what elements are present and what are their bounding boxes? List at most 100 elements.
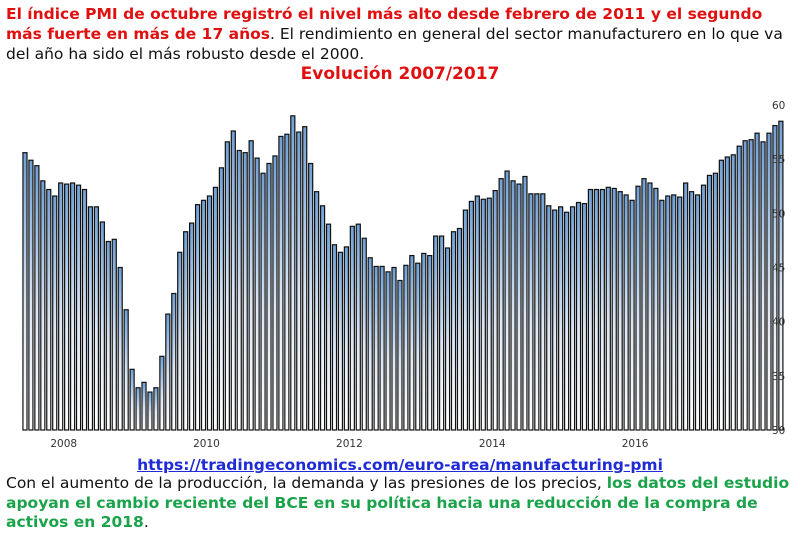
pmi-bar [456, 227, 463, 431]
pmi-bar [587, 188, 594, 431]
pmi-bar [331, 244, 338, 431]
pmi-bar [373, 265, 379, 431]
pmi-bar [665, 195, 671, 431]
pmi-bar [230, 130, 236, 431]
pmi-bar [611, 187, 617, 431]
pmi-bar [183, 231, 189, 431]
pmi-bar [165, 313, 171, 431]
pmi-bar [415, 262, 421, 431]
pmi-bar [688, 191, 695, 431]
y-tick-label: 45 [772, 263, 785, 275]
pmi-bar [302, 126, 308, 431]
pmi-bar [724, 156, 730, 431]
pmi-bar [659, 199, 665, 431]
pmi-bar [492, 189, 498, 431]
pmi-bar [433, 235, 439, 431]
pmi-bar [218, 167, 225, 431]
pmi-bar [593, 188, 599, 431]
pmi-bar [558, 206, 564, 431]
pmi-bar [159, 355, 165, 431]
pmi-bar [569, 206, 576, 431]
x-tick-label: 2016 [622, 438, 649, 450]
pmi-bar [81, 188, 88, 431]
y-tick-label: 30 [772, 425, 785, 437]
pmi-bar [403, 264, 409, 431]
pmi-bar [361, 237, 367, 431]
pmi-bar [694, 194, 701, 431]
pmi-bar [28, 159, 34, 431]
pmi-bar [236, 149, 242, 431]
pmi-bar [111, 238, 117, 431]
pmi-bar [552, 209, 558, 431]
pmi-bar [177, 251, 183, 431]
pmi-bar [325, 223, 332, 431]
pmi-bar [468, 200, 475, 431]
pmi-bar [105, 240, 111, 431]
pmi-bar [736, 145, 742, 431]
pmi-bar [290, 115, 296, 431]
x-axis: 2008 2010 2012 2014 2016 [50, 438, 648, 450]
y-tick-label: 60 [772, 100, 785, 112]
y-axis: 30 35 40 45 50 55 60 [772, 100, 785, 437]
pmi-bar [254, 157, 260, 431]
x-tick-label: 2010 [193, 438, 220, 450]
pmi-bar [224, 141, 230, 431]
pmi-bar [391, 266, 397, 431]
pmi-bar [123, 309, 129, 431]
outro-highlight: los datos del estudio apoyan el cambio r… [6, 474, 790, 531]
x-tick-label: 2014 [479, 438, 506, 450]
pmi-bar [706, 174, 713, 431]
pmi-bar [129, 368, 135, 431]
pmi-bar [206, 195, 213, 431]
pmi-bar [510, 180, 516, 431]
pmi-bar [766, 132, 772, 431]
pmi-bar [135, 387, 141, 431]
pmi-bar [450, 231, 457, 431]
pmi-bar [385, 271, 391, 431]
pmi-bar [349, 225, 355, 431]
pmi-bar [248, 140, 254, 431]
pmi-bar [605, 186, 611, 431]
pmi-bar [75, 184, 82, 431]
pmi-bar [575, 201, 582, 431]
pmi-bar [34, 165, 40, 431]
pmi-bar [171, 292, 177, 431]
pmi-bar [700, 184, 707, 431]
y-tick-label: 40 [772, 317, 785, 329]
pmi-bar [87, 206, 94, 431]
pmi-bar [581, 202, 588, 431]
pmi-bar [677, 196, 683, 431]
pmi-bar [278, 135, 284, 431]
pmi-bar [367, 257, 373, 431]
pmi-bar-chart: 30 35 40 45 50 55 60 2008 2010 2012 2014 2016 [22, 100, 785, 450]
pmi-bar [528, 193, 534, 431]
pmi-bar [623, 194, 629, 431]
pmi-bar [379, 265, 385, 431]
pmi-bar [200, 199, 207, 431]
pmi-bar [242, 152, 248, 431]
pmi-bar [296, 131, 302, 431]
source-link[interactable]: https://tradingeconomics.com/euro-area/m… [137, 456, 663, 474]
pmi-bar [153, 387, 159, 431]
pmi-bar [397, 279, 403, 431]
pmi-bar [730, 154, 736, 431]
pmi-bar [617, 191, 623, 431]
pmi-bar [46, 188, 52, 431]
pmi-bar [754, 132, 760, 431]
outro-text: Con el aumento de la producción, la dema… [6, 474, 607, 492]
pmi-bar [504, 170, 510, 431]
pmi-bar [474, 195, 480, 431]
pmi-bar [534, 193, 540, 431]
pmi-bar [629, 199, 635, 431]
outro-paragraph: Con el aumento de la producción, la dema… [6, 474, 796, 533]
pmi-bar [64, 183, 70, 431]
intro-paragraph: El índice PMI de octubre registró el niv… [6, 4, 796, 64]
x-tick-label: 2008 [50, 438, 77, 450]
pmi-bar [683, 182, 689, 431]
outro-end: . [143, 513, 149, 531]
intro-text: . El rendimiento en general del sector m… [6, 25, 783, 63]
chart-title: Evolución 2007/2017 [300, 64, 500, 84]
pmi-bar [760, 141, 766, 431]
pmi-bar [563, 211, 570, 431]
pmi-bar [480, 198, 486, 431]
